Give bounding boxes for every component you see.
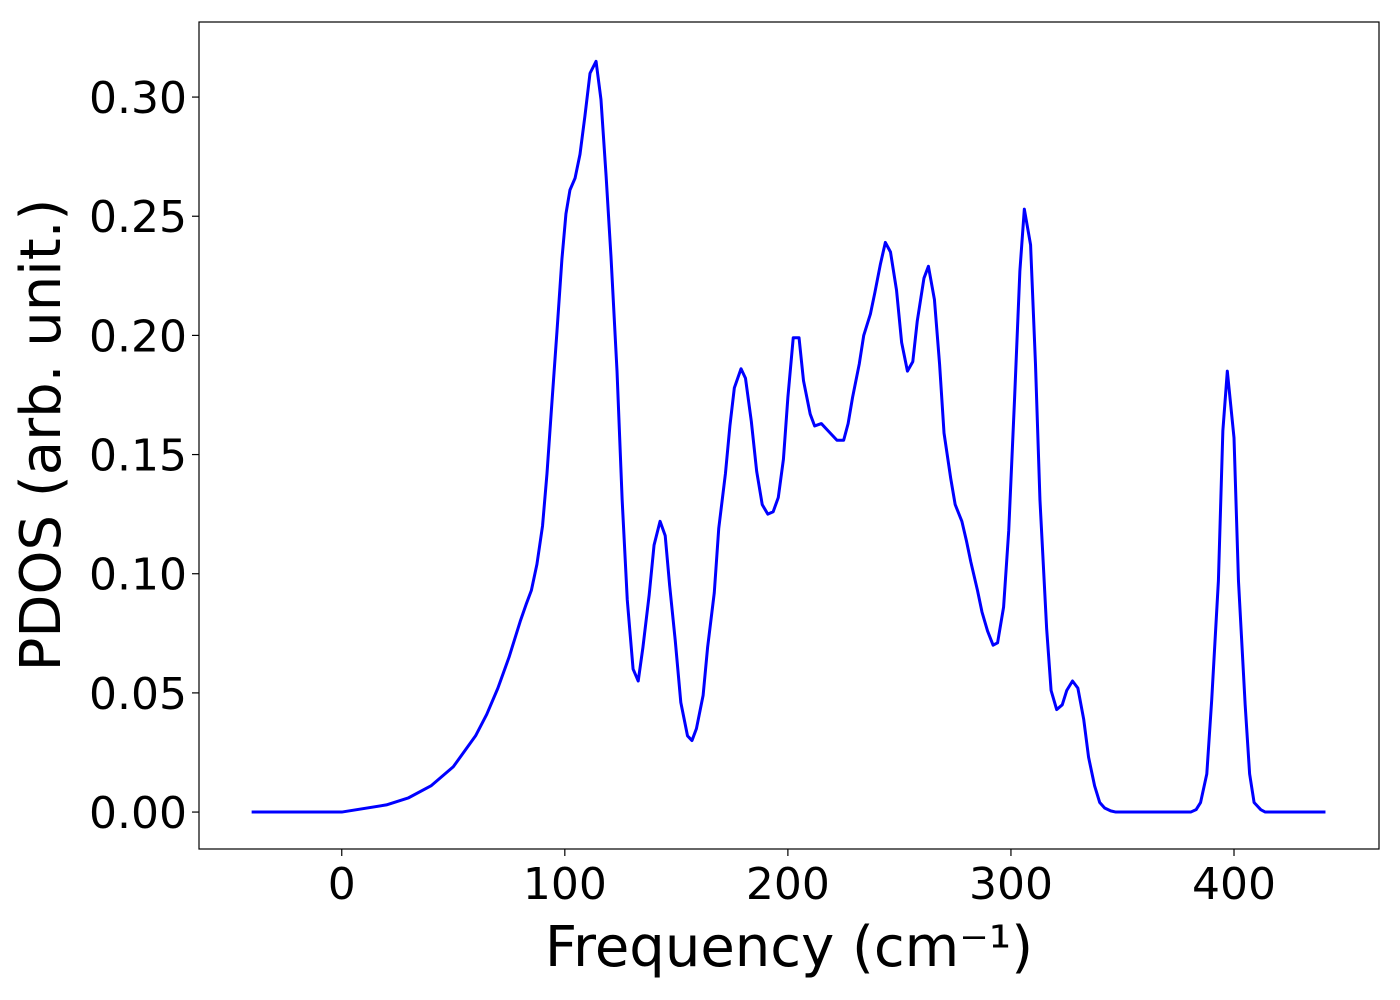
y-tick-label: 0.15 — [89, 431, 187, 482]
y-tick-label: 0.25 — [89, 192, 187, 243]
y-axis-label: PDOS (arb. unit.) — [9, 199, 74, 672]
x-tick-label: 100 — [523, 859, 607, 910]
y-tick-label: 0.00 — [89, 788, 187, 839]
x-tick-label: 400 — [1192, 859, 1276, 910]
plot-frame — [198, 21, 1380, 850]
x-tick-label: 300 — [969, 859, 1053, 910]
x-tick-label: 200 — [746, 859, 830, 910]
y-tick-label: 0.10 — [89, 550, 187, 601]
x-axis-label: Frequency (cm⁻¹) — [545, 915, 1033, 980]
y-tick-label: 0.30 — [89, 73, 187, 124]
x-tick-label: 0 — [328, 859, 356, 910]
data-line — [251, 59, 1326, 814]
y-tick-label: 0.20 — [89, 311, 187, 362]
y-tick-label: 0.05 — [89, 669, 187, 720]
